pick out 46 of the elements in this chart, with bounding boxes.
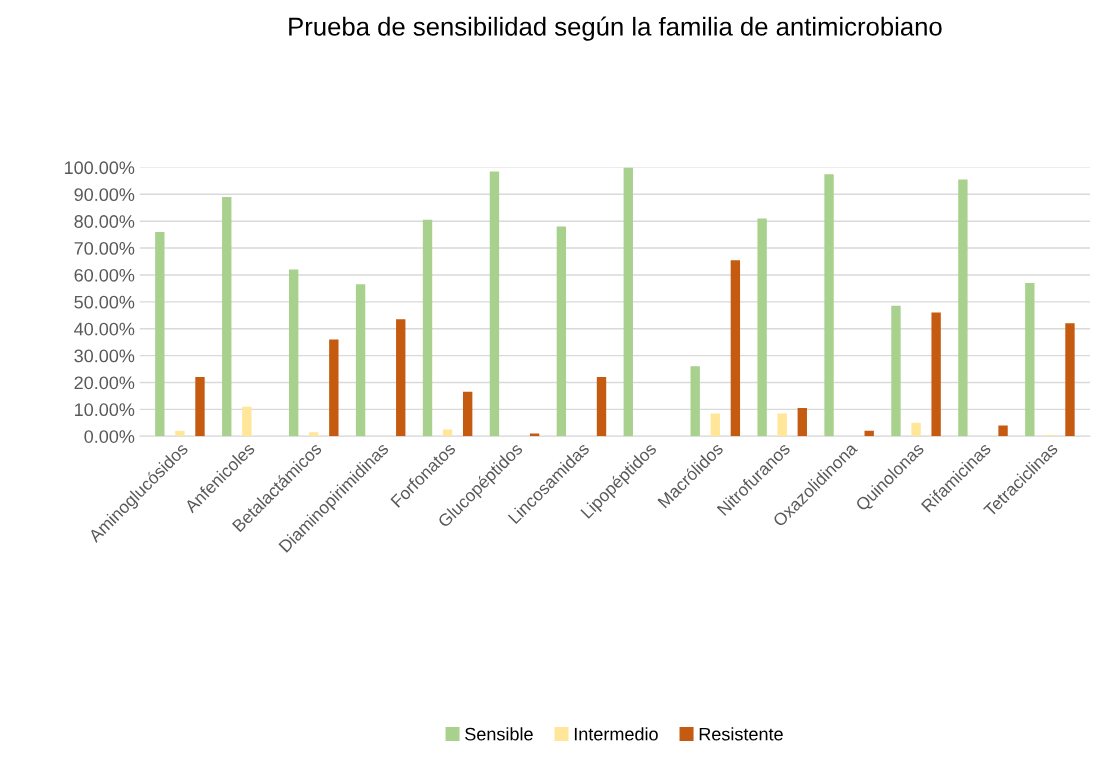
y-tick-label: 50.00%	[74, 295, 135, 309]
y-tick-label: 10.00%	[75, 403, 135, 417]
bar	[288, 269, 299, 437]
bar	[596, 377, 607, 437]
bar	[1065, 323, 1075, 437]
bar	[329, 339, 339, 437]
y-tick-label: 100.00%	[64, 161, 135, 175]
bar	[309, 432, 319, 437]
bar	[710, 413, 720, 437]
y-tick-label: 90.00%	[74, 188, 135, 202]
bar	[797, 408, 807, 437]
bar	[175, 430, 185, 437]
legend-label: Intermedio	[574, 727, 658, 741]
y-tick-label: 60.00%	[74, 268, 135, 282]
legend-label: Resistente	[699, 727, 783, 741]
bar	[958, 179, 968, 437]
bar	[623, 167, 633, 437]
legend-label: Sensible	[465, 727, 533, 741]
bar	[891, 305, 901, 437]
bar	[730, 260, 741, 437]
bar	[242, 406, 252, 437]
bar	[462, 391, 473, 437]
bar	[1025, 283, 1035, 437]
bar	[155, 231, 165, 437]
y-tick-label: 80.00%	[74, 215, 135, 228]
bar	[422, 219, 433, 437]
y-tick-label: 40.00%	[74, 322, 135, 336]
y-tick-label: 70.00%	[74, 242, 135, 255]
bar	[222, 196, 232, 437]
bar	[931, 312, 941, 437]
bar	[556, 226, 567, 437]
bar	[777, 413, 787, 437]
y-tick-label: 20.00%	[74, 376, 135, 390]
bar	[864, 430, 874, 437]
bar	[489, 171, 500, 437]
bar	[690, 366, 700, 437]
y-tick-label: 30.00%	[74, 349, 135, 363]
bar	[757, 218, 767, 437]
bar	[355, 284, 366, 437]
bar	[998, 425, 1008, 437]
bar	[824, 174, 834, 437]
bar	[396, 319, 406, 437]
bar	[195, 377, 205, 437]
bar	[911, 422, 921, 437]
chart-title: Prueba de sensibilidad según la familia de antimicrobiano	[289, 16, 942, 41]
y-tick-label: 0.00%	[84, 430, 135, 443]
